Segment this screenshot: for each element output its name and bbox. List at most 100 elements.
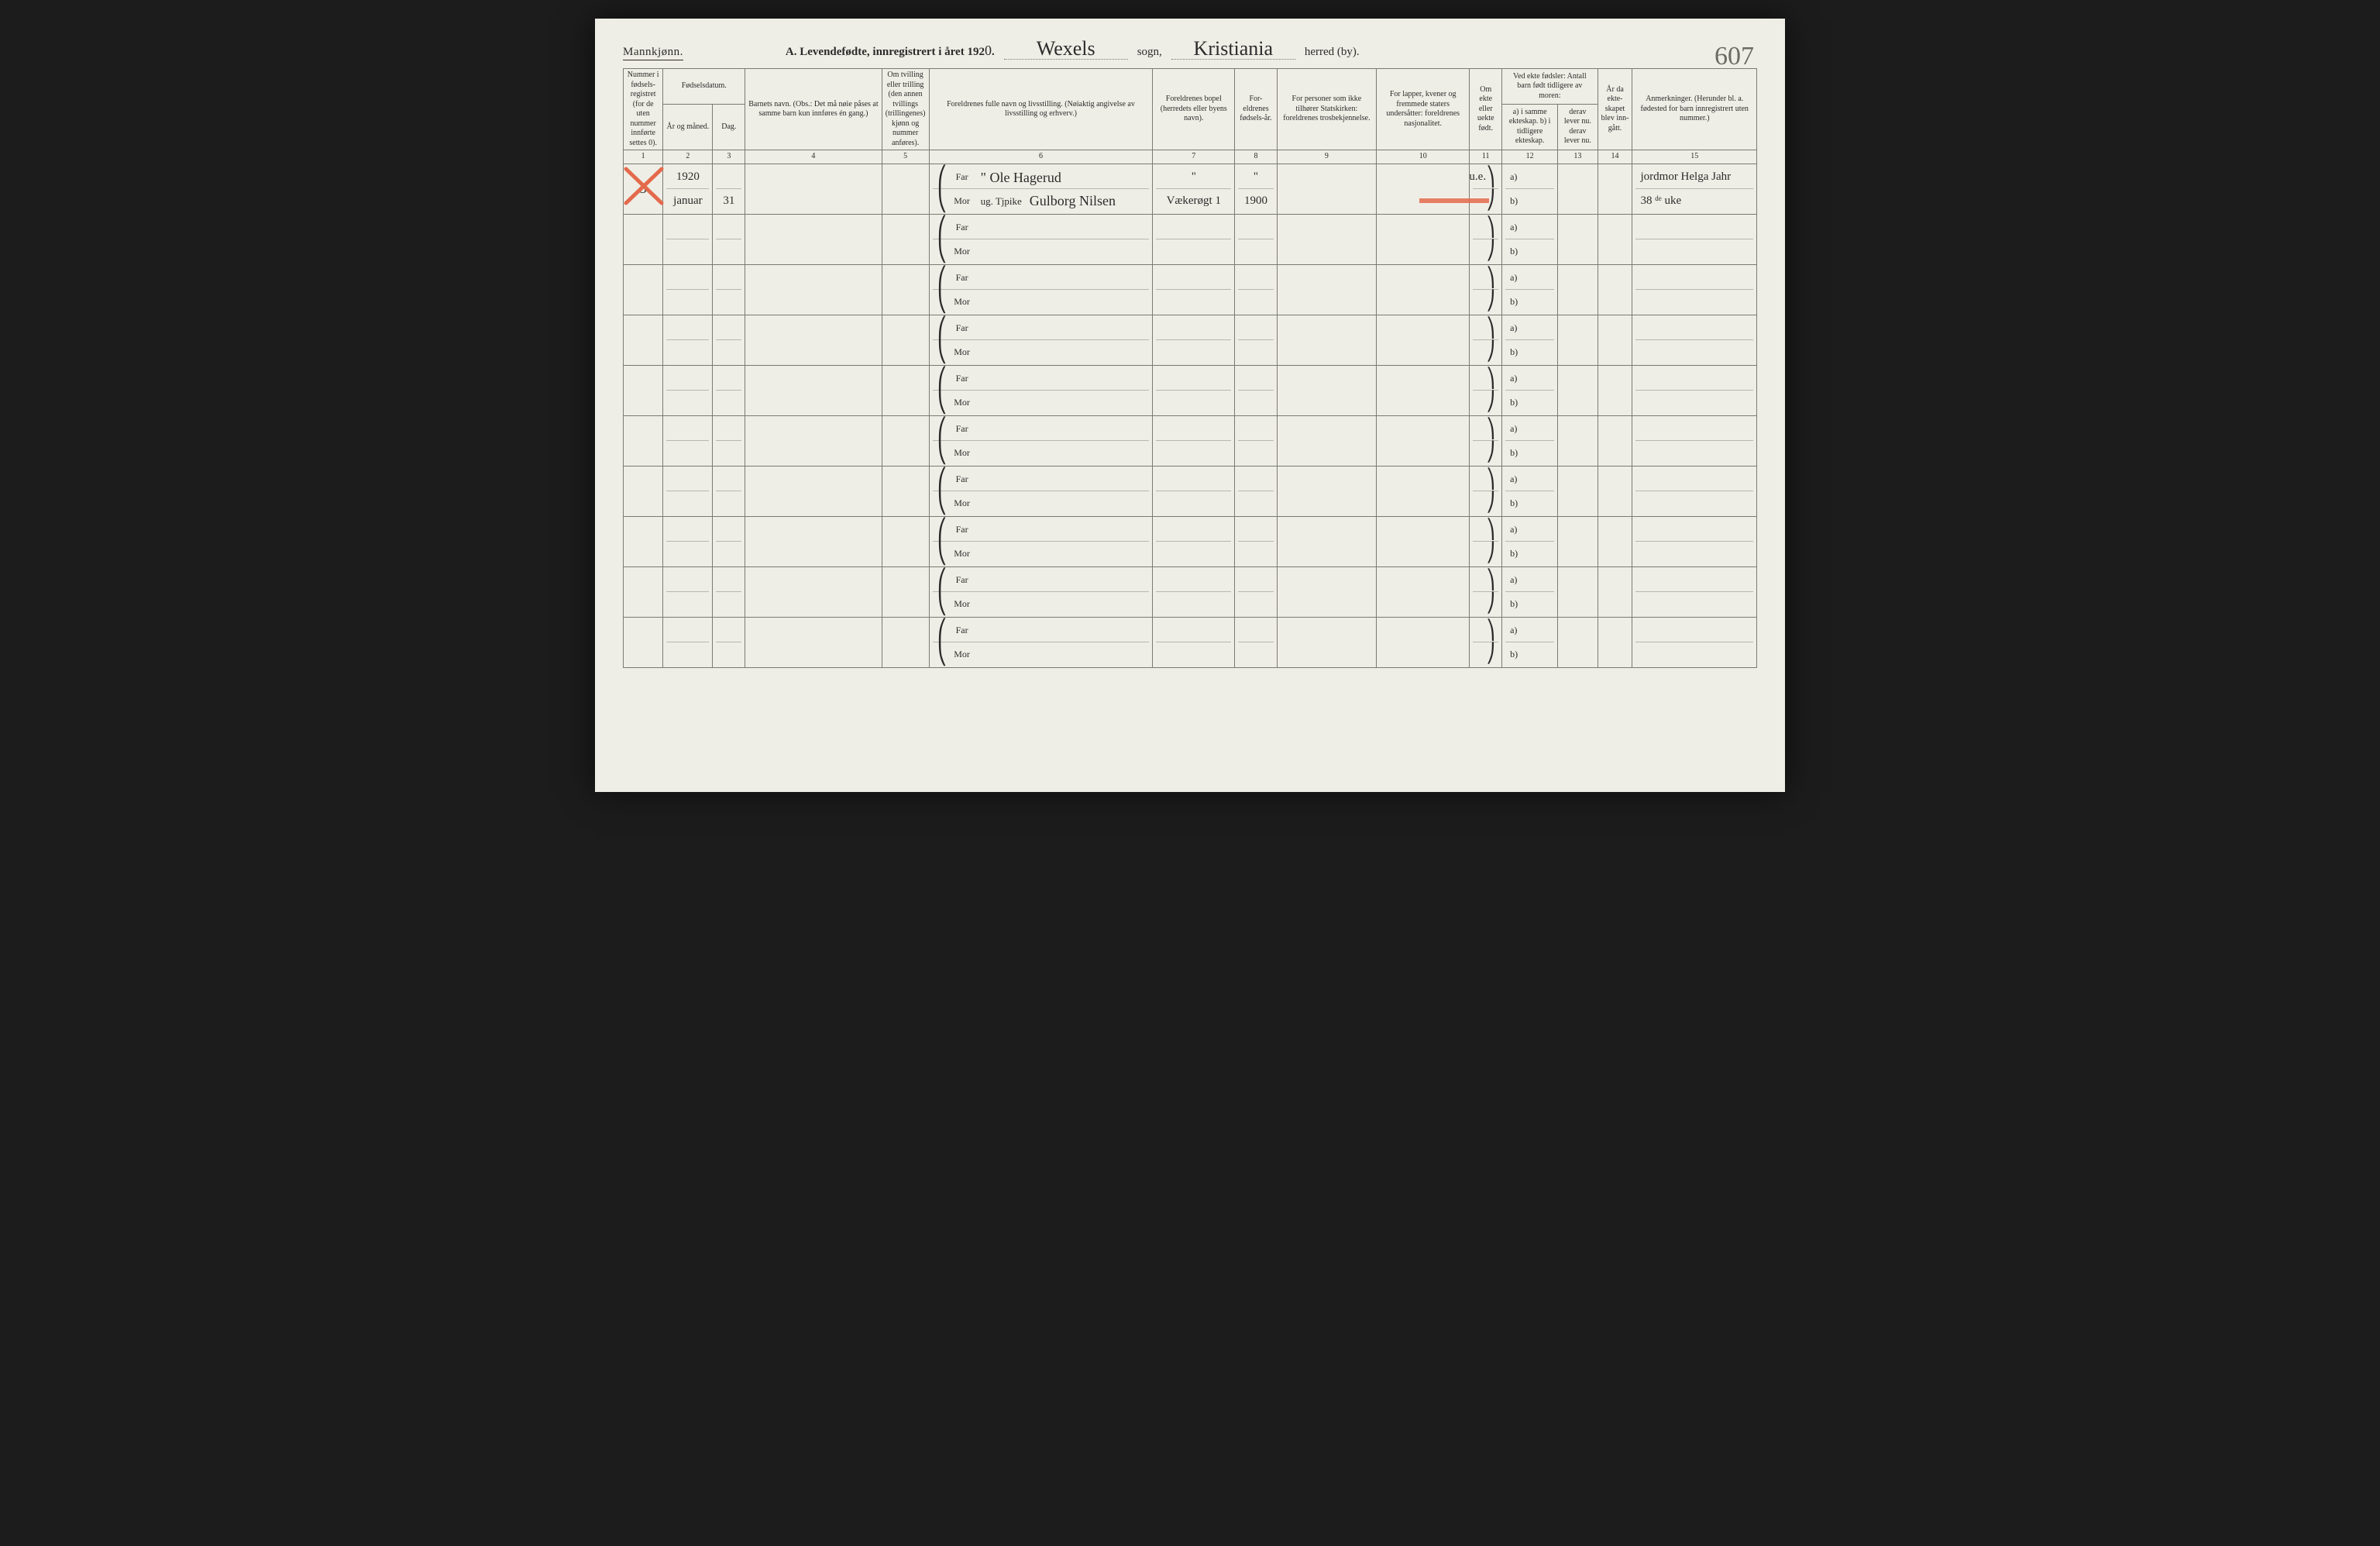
child-name: [745, 618, 882, 668]
prior-children: a) b): [1502, 366, 1558, 416]
mor-label: Mor: [951, 447, 973, 459]
marriage-year: [1598, 517, 1632, 567]
religion: [1277, 164, 1376, 215]
alive-now: [1558, 164, 1598, 215]
brace-bot-icon: ⎝: [937, 549, 944, 559]
table-row: ⎛ Far ⎝ Mor ⎞ ⎠a) b): [624, 215, 1757, 265]
entry-number: [624, 618, 663, 668]
far-label: Far: [951, 322, 973, 334]
col-13-header: derav lever nu. derav lever nu.: [1558, 104, 1598, 150]
legitimacy: ⎞ ⎠: [1470, 215, 1502, 265]
prior-children-a: a): [1505, 619, 1554, 642]
entry-number: [624, 215, 663, 265]
mor-prefix: ug. Tjpike: [981, 196, 1022, 206]
parents-names: ⎛ Far ⎝ Mor: [929, 517, 1153, 567]
col-3-header: Dag.: [713, 104, 745, 150]
twin-info: [882, 315, 929, 366]
gender-heading: Mannkjønn.: [623, 46, 683, 60]
table-body: 31920januar31 ⎛ Far " Ole Hagerud ⎝ Mor …: [624, 164, 1757, 668]
year-month: [663, 467, 713, 517]
table-row: 31920januar31 ⎛ Far " Ole Hagerud ⎝ Mor …: [624, 164, 1757, 215]
entry-number: [624, 416, 663, 467]
title-prefix-text: A. Levendefødte, innregistrert i året 19…: [786, 46, 985, 58]
mor-label: Mor: [951, 649, 973, 660]
prior-children-a: a): [1505, 267, 1554, 290]
marriage-year: [1598, 164, 1632, 215]
colnum-9: 9: [1277, 150, 1376, 164]
brace-r-top-icon: ⎞: [1486, 518, 1495, 542]
day: [713, 215, 745, 265]
col-14-header: År da ekte-skapet blev inn-gått.: [1598, 69, 1632, 150]
parents-names: ⎛ Far " Ole Hagerud ⎝ Mor ug. Tjpike Gul…: [929, 164, 1153, 215]
far-label: Far: [951, 222, 973, 233]
twin-info: [882, 164, 929, 215]
mor-label: Mor: [951, 397, 973, 408]
entry-number: 3: [624, 164, 663, 215]
herred-value: Kristiania: [1171, 39, 1295, 60]
child-name: [745, 315, 882, 366]
brace-r-bot-icon: ⎠: [1486, 491, 1495, 515]
brace-bot-icon: ⎝: [937, 347, 944, 357]
twin-info: [882, 567, 929, 618]
brace-r-bot-icon: ⎠: [1486, 290, 1495, 313]
far-label: Far: [951, 171, 973, 183]
twin-info: [882, 416, 929, 467]
sogn-label: sogn,: [1137, 46, 1162, 59]
child-name: [745, 416, 882, 467]
mor-label: Mor: [951, 498, 973, 509]
col-10-header: For lapper, kvener og fremmede staters u…: [1377, 69, 1470, 150]
parent-birth-year-bot: 1900: [1244, 195, 1267, 208]
mor-label: Mor: [951, 548, 973, 560]
brace-r-top-icon: ⎞: [1486, 418, 1495, 441]
page-number: 607: [1714, 42, 1754, 71]
parent-birth-year: [1235, 315, 1278, 366]
mor-label: Mor: [951, 296, 973, 308]
parent-birth-year: [1235, 215, 1278, 265]
prior-children: a) b): [1502, 467, 1558, 517]
prior-children-b: b): [1505, 642, 1554, 666]
far-label: Far: [951, 625, 973, 636]
residence: [1153, 215, 1235, 265]
table-row: ⎛ Far ⎝ Mor ⎞ ⎠a) b): [624, 467, 1757, 517]
religion: [1277, 315, 1376, 366]
religion: [1277, 517, 1376, 567]
prior-children: a) b): [1502, 164, 1558, 215]
brace-r-top-icon: ⎞: [1486, 166, 1495, 189]
religion: [1277, 567, 1376, 618]
year-month-bot: januar: [673, 195, 702, 208]
colnum-4: 4: [745, 150, 882, 164]
prior-children-a: a): [1505, 216, 1554, 239]
far-label: Far: [951, 373, 973, 384]
nationality: [1377, 215, 1470, 265]
year-month: [663, 215, 713, 265]
brace-r-bot-icon: ⎠: [1486, 592, 1495, 615]
religion: [1277, 366, 1376, 416]
nationality: [1377, 366, 1470, 416]
prior-children-b: b): [1505, 189, 1554, 212]
prior-children-a: a): [1505, 367, 1554, 391]
remarks: [1632, 315, 1757, 366]
day: [713, 366, 745, 416]
brace-bot-icon: ⎝: [937, 398, 944, 408]
marriage-year: [1598, 366, 1632, 416]
brace-top-icon: ⎛: [937, 222, 944, 232]
child-name: [745, 366, 882, 416]
table-row: ⎛ Far ⎝ Mor ⎞ ⎠a) b): [624, 567, 1757, 618]
year-suffix: 0: [985, 43, 992, 58]
entry-number: [624, 366, 663, 416]
marriage-year: [1598, 467, 1632, 517]
remarks-bot: 38 ᵈᵉ uke: [1640, 195, 1681, 208]
legitimacy: ⎞ ⎠: [1470, 517, 1502, 567]
alive-now: [1558, 618, 1598, 668]
nationality: [1377, 567, 1470, 618]
brace-r-top-icon: ⎞: [1486, 216, 1495, 239]
twin-info: [882, 467, 929, 517]
parents-names: ⎛ Far ⎝ Mor: [929, 366, 1153, 416]
residence: [1153, 567, 1235, 618]
col-1-header: Nummer i fødsels-registret (for de uten …: [624, 69, 663, 150]
nationality: [1377, 618, 1470, 668]
parent-birth-year: [1235, 366, 1278, 416]
twin-info: [882, 215, 929, 265]
child-name: [745, 517, 882, 567]
religion: [1277, 265, 1376, 315]
